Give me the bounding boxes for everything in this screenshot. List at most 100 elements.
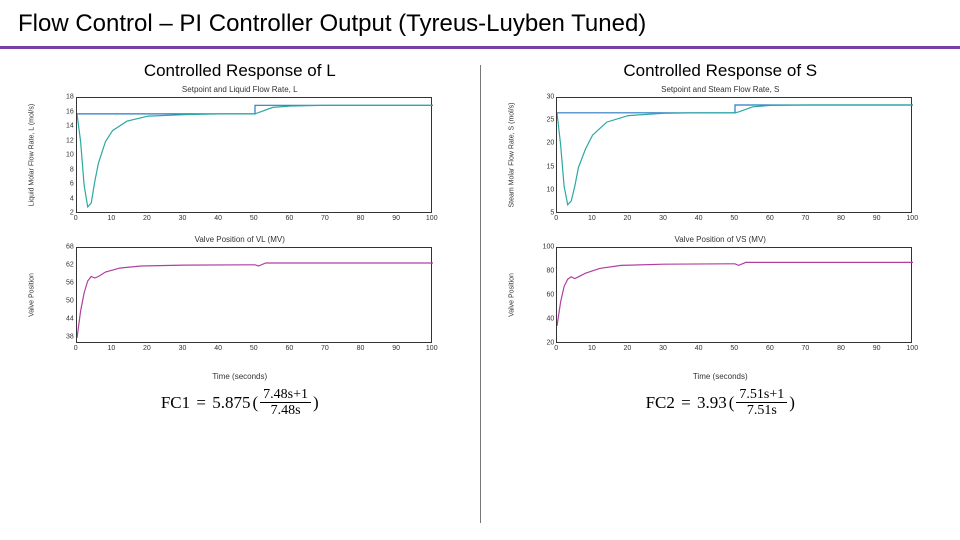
chart-title: Valve Position of VL (MV) bbox=[195, 235, 285, 244]
x-tick: 0 bbox=[554, 345, 558, 352]
x-tick: 50 bbox=[250, 345, 258, 352]
x-tick: 50 bbox=[730, 345, 738, 352]
x-tick: 100 bbox=[426, 345, 438, 352]
left-subtitle: Controlled Response of L bbox=[144, 61, 336, 81]
y-tick: 20 bbox=[536, 340, 554, 347]
y-tick: 44 bbox=[56, 316, 74, 323]
x-tick: 70 bbox=[321, 215, 329, 222]
fraction: 7.51s+1 7.51s bbox=[736, 387, 787, 419]
x-axis-label: Time (seconds) bbox=[693, 372, 748, 381]
x-tick: 90 bbox=[392, 215, 400, 222]
x-tick: 70 bbox=[321, 345, 329, 352]
formula-gain: 5.875 bbox=[212, 393, 250, 413]
x-tick: 50 bbox=[730, 215, 738, 222]
left-bottom-chart: Valve Position of VL (MV)Valve PositionT… bbox=[40, 237, 440, 367]
series-line bbox=[557, 262, 913, 326]
y-axis-label: Liquid Molar Flow Rate, L (mol/s) bbox=[28, 104, 35, 206]
x-tick: 10 bbox=[588, 345, 596, 352]
y-tick: 16 bbox=[56, 108, 74, 115]
series-line bbox=[77, 105, 433, 207]
x-tick: 30 bbox=[659, 215, 667, 222]
y-tick: 30 bbox=[536, 94, 554, 101]
tau-num: 7.51 bbox=[739, 387, 764, 402]
y-tick: 10 bbox=[56, 152, 74, 159]
s-den: s bbox=[771, 403, 776, 418]
x-tick: 60 bbox=[766, 345, 774, 352]
fraction: 7.48s+1 7.48s bbox=[260, 387, 311, 419]
y-tick: 60 bbox=[536, 292, 554, 299]
x-tick: 80 bbox=[837, 215, 845, 222]
right-top-chart: Setpoint and Steam Flow Rate, SSteam Mol… bbox=[520, 87, 920, 237]
x-tick: 20 bbox=[143, 345, 151, 352]
y-tick: 38 bbox=[56, 334, 74, 341]
x-tick: 30 bbox=[659, 345, 667, 352]
page-title: Flow Control – PI Controller Output (Tyr… bbox=[0, 0, 960, 46]
x-axis-label: Time (seconds) bbox=[212, 372, 267, 381]
y-axis-label: Valve Position bbox=[28, 273, 35, 317]
x-tick: 20 bbox=[143, 215, 151, 222]
right-subtitle: Controlled Response of S bbox=[623, 61, 817, 81]
paren-open: ( bbox=[252, 393, 258, 413]
paren-open: ( bbox=[729, 393, 735, 413]
y-tick: 80 bbox=[536, 268, 554, 275]
chart-title: Setpoint and Steam Flow Rate, S bbox=[661, 85, 779, 94]
plot-area bbox=[556, 97, 912, 213]
x-tick: 20 bbox=[624, 345, 632, 352]
left-column: Controlled Response of L Setpoint and Li… bbox=[0, 55, 480, 533]
right-formula: FC2 = 3.93 ( 7.51s+1 7.51s ) bbox=[646, 387, 795, 419]
right-column: Controlled Response of S Setpoint and St… bbox=[481, 55, 960, 533]
x-tick: 80 bbox=[837, 345, 845, 352]
y-tick: 8 bbox=[56, 166, 74, 173]
chart-title: Setpoint and Liquid Flow Rate, L bbox=[182, 85, 298, 94]
left-formula: FC1 = 5.875 ( 7.48s+1 7.48s ) bbox=[161, 387, 319, 419]
eq-sign: = bbox=[677, 393, 695, 413]
y-tick: 25 bbox=[536, 117, 554, 124]
x-tick: 0 bbox=[554, 215, 558, 222]
chart-title: Valve Position of VS (MV) bbox=[675, 235, 766, 244]
x-tick: 100 bbox=[426, 215, 438, 222]
series-line bbox=[557, 105, 913, 113]
x-tick: 60 bbox=[285, 215, 293, 222]
chart-svg bbox=[557, 98, 913, 214]
formula-label: FC2 bbox=[646, 393, 675, 413]
s-plus-one: s+1 bbox=[764, 387, 784, 402]
y-tick: 100 bbox=[536, 244, 554, 251]
x-tick: 40 bbox=[695, 345, 703, 352]
s-plus-one: s+1 bbox=[288, 387, 308, 402]
paren-close: ) bbox=[789, 393, 795, 413]
chart-svg bbox=[557, 248, 913, 344]
y-tick: 56 bbox=[56, 280, 74, 287]
x-tick: 80 bbox=[357, 215, 365, 222]
y-tick: 68 bbox=[56, 244, 74, 251]
x-tick: 30 bbox=[179, 215, 187, 222]
title-underline bbox=[0, 46, 960, 49]
eq-sign: = bbox=[192, 393, 210, 413]
y-tick: 14 bbox=[56, 123, 74, 130]
x-tick: 10 bbox=[588, 215, 596, 222]
x-tick: 40 bbox=[214, 345, 222, 352]
y-tick: 10 bbox=[536, 186, 554, 193]
x-tick: 10 bbox=[107, 215, 115, 222]
y-tick: 2 bbox=[56, 210, 74, 217]
formula-gain: 3.93 bbox=[697, 393, 727, 413]
x-tick: 60 bbox=[285, 345, 293, 352]
y-tick: 40 bbox=[536, 316, 554, 323]
tau-den: 7.48 bbox=[271, 403, 296, 418]
y-axis-label: Steam Molar Flow Rate, S (mol/s) bbox=[509, 102, 516, 207]
x-tick: 80 bbox=[357, 345, 365, 352]
plot-area bbox=[76, 247, 432, 343]
plot-area bbox=[556, 247, 912, 343]
x-tick: 60 bbox=[766, 215, 774, 222]
right-bottom-chart: Valve Position of VS (MV)Valve PositionT… bbox=[520, 237, 920, 367]
formula-label: FC1 bbox=[161, 393, 190, 413]
y-tick: 50 bbox=[56, 298, 74, 305]
x-tick: 0 bbox=[74, 215, 78, 222]
x-tick: 90 bbox=[873, 215, 881, 222]
tau-den: 7.51 bbox=[747, 403, 772, 418]
left-top-chart: Setpoint and Liquid Flow Rate, LLiquid M… bbox=[40, 87, 440, 237]
chart-svg bbox=[77, 248, 433, 344]
y-tick: 5 bbox=[536, 210, 554, 217]
x-tick: 90 bbox=[392, 345, 400, 352]
tau-num: 7.48 bbox=[263, 387, 288, 402]
x-tick: 70 bbox=[802, 345, 810, 352]
